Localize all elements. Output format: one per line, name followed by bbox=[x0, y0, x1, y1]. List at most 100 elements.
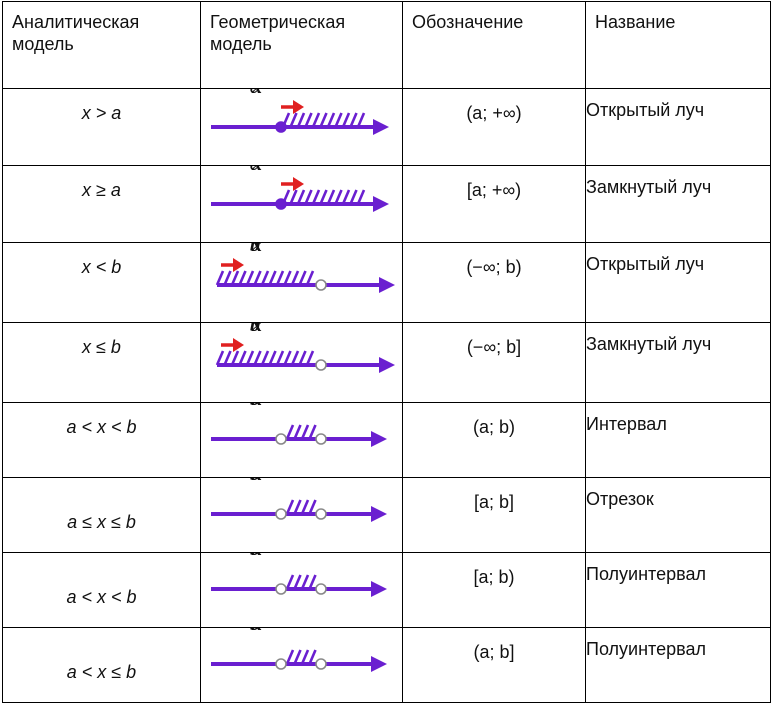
hatch-mark bbox=[298, 350, 307, 366]
number-line-diagram: abx bbox=[211, 553, 387, 597]
hatch-mark bbox=[326, 189, 336, 205]
hatch-mark bbox=[334, 112, 343, 128]
axis-label-x: x bbox=[251, 403, 262, 410]
notation-text: (−∞; b) bbox=[466, 257, 522, 277]
hatch-mark bbox=[334, 189, 343, 205]
notation-text: [a; b) bbox=[473, 567, 515, 587]
hatch-mark bbox=[260, 270, 270, 286]
analytic-model-cell: a < x < b bbox=[2, 402, 201, 478]
notation-cell: (a; b] bbox=[402, 627, 586, 703]
hatch-mark bbox=[305, 350, 315, 366]
hatch-mark bbox=[293, 649, 302, 665]
analytic-model-cell: a < x < b bbox=[2, 552, 201, 628]
analytic-model-cell: x ≥ a bbox=[2, 165, 201, 243]
hatch-mark bbox=[283, 350, 292, 366]
notation-text: (a; b] bbox=[473, 642, 515, 662]
table-row: a < x < b abx (a; b) Интервал bbox=[2, 402, 771, 478]
open-point bbox=[315, 658, 327, 670]
open-point bbox=[275, 583, 287, 595]
hatch-mark bbox=[341, 112, 351, 128]
hatch-mark bbox=[245, 270, 255, 286]
notation-text: (−∞; b] bbox=[466, 337, 522, 357]
hatch-mark bbox=[341, 189, 351, 205]
hatch-mark bbox=[349, 189, 358, 205]
interval-name: Отрезок bbox=[586, 489, 654, 509]
axis-label-x: x bbox=[251, 553, 262, 560]
hatch-mark bbox=[285, 649, 295, 665]
hatch-mark bbox=[293, 574, 302, 590]
hatch-mark bbox=[304, 189, 313, 205]
point-label-b: b bbox=[250, 323, 260, 336]
point-label-a: a bbox=[249, 403, 261, 410]
hatch-mark bbox=[311, 189, 321, 205]
hatch-mark bbox=[275, 270, 285, 286]
hatch-mark bbox=[300, 574, 310, 590]
analytic-model-cell: a < x ≤ b bbox=[2, 627, 201, 703]
hatch-mark bbox=[300, 649, 310, 665]
hatch-mark bbox=[298, 270, 307, 286]
axis-arrow-icon bbox=[373, 119, 389, 135]
table-row: x < b b x (−∞; b) Открытый луч bbox=[2, 242, 771, 323]
hatch-mark bbox=[326, 112, 336, 128]
point-label-b: b bbox=[250, 553, 260, 560]
notation-text: (a; b) bbox=[472, 417, 515, 437]
hatch-mark bbox=[260, 350, 270, 366]
notation-cell: [a; b] bbox=[402, 477, 586, 553]
point-label-b: b bbox=[250, 243, 260, 256]
analytic-model-text: x ≤ b bbox=[82, 337, 121, 357]
hatch-mark bbox=[238, 270, 247, 286]
analytic-model-text: x > a bbox=[81, 103, 122, 123]
point-label-a: a bbox=[249, 89, 261, 98]
hatch-mark bbox=[305, 270, 315, 286]
axis-arrow-icon bbox=[371, 431, 387, 447]
hatch-mark bbox=[275, 350, 285, 366]
table-row: a < x ≤ b abx (a; b] Полуинтервал bbox=[2, 627, 771, 703]
hatch-mark bbox=[311, 112, 321, 128]
table-row: x ≥ a ax [a; +∞) Замкнутый луч bbox=[2, 165, 771, 243]
hatch-mark bbox=[285, 424, 295, 440]
name-cell: Открытый луч bbox=[585, 242, 771, 323]
hatch-mark bbox=[349, 112, 358, 128]
hatch-mark bbox=[215, 350, 225, 366]
analytic-model-text: a < x ≤ b bbox=[66, 662, 137, 682]
hatch-mark bbox=[308, 499, 317, 515]
open-point bbox=[315, 583, 327, 595]
interval-name: Полуинтервал bbox=[586, 564, 706, 584]
analytic-model-text: a ≤ x ≤ b bbox=[67, 512, 136, 532]
notation-cell: (a; +∞) bbox=[402, 88, 586, 166]
table-row: x ≤ b b x (−∞; b] Замкнутый луч bbox=[2, 322, 771, 403]
number-line-diagram: abx bbox=[211, 478, 387, 522]
hatch-mark bbox=[285, 574, 295, 590]
axis-label-x: x bbox=[251, 166, 262, 175]
point-label-a: a bbox=[249, 553, 261, 560]
hatch-mark bbox=[289, 189, 298, 205]
hatch-mark bbox=[308, 574, 317, 590]
analytic-model-cell: a ≤ x ≤ b bbox=[2, 477, 201, 553]
hatch-mark bbox=[215, 270, 225, 286]
table-row: a < x < b abx [a; b) Полуинтервал bbox=[2, 552, 771, 628]
hatch-mark bbox=[283, 270, 292, 286]
hatch-mark bbox=[253, 350, 262, 366]
geometric-model-cell: abx bbox=[200, 627, 403, 703]
axis-arrow-icon bbox=[371, 506, 387, 522]
point-label-b: b bbox=[250, 403, 260, 410]
hatch-mark bbox=[268, 350, 277, 366]
header-analytic: Аналитическая модель bbox=[2, 1, 201, 89]
notation-text: (a; +∞) bbox=[466, 103, 522, 123]
geometric-model-cell: abx bbox=[200, 477, 403, 553]
hatch-mark bbox=[356, 112, 366, 128]
name-cell: Отрезок bbox=[585, 477, 771, 553]
number-line-diagram: ax bbox=[211, 89, 389, 135]
point-label-b: b bbox=[250, 628, 260, 635]
direction-arrow-icon bbox=[221, 258, 244, 272]
interval-name: Замкнутый луч bbox=[586, 177, 712, 197]
hatch-mark bbox=[293, 424, 302, 440]
axis-arrow-icon bbox=[379, 277, 395, 293]
table-row: a ≤ x ≤ b abx [a; b] Отрезок bbox=[2, 477, 771, 553]
name-cell: Замкнутый луч bbox=[585, 322, 771, 403]
hatch-mark bbox=[223, 270, 232, 286]
point-label-b: b bbox=[250, 478, 260, 485]
notation-text: [a; b] bbox=[473, 492, 515, 512]
number-line-diagram: ax bbox=[211, 166, 389, 212]
